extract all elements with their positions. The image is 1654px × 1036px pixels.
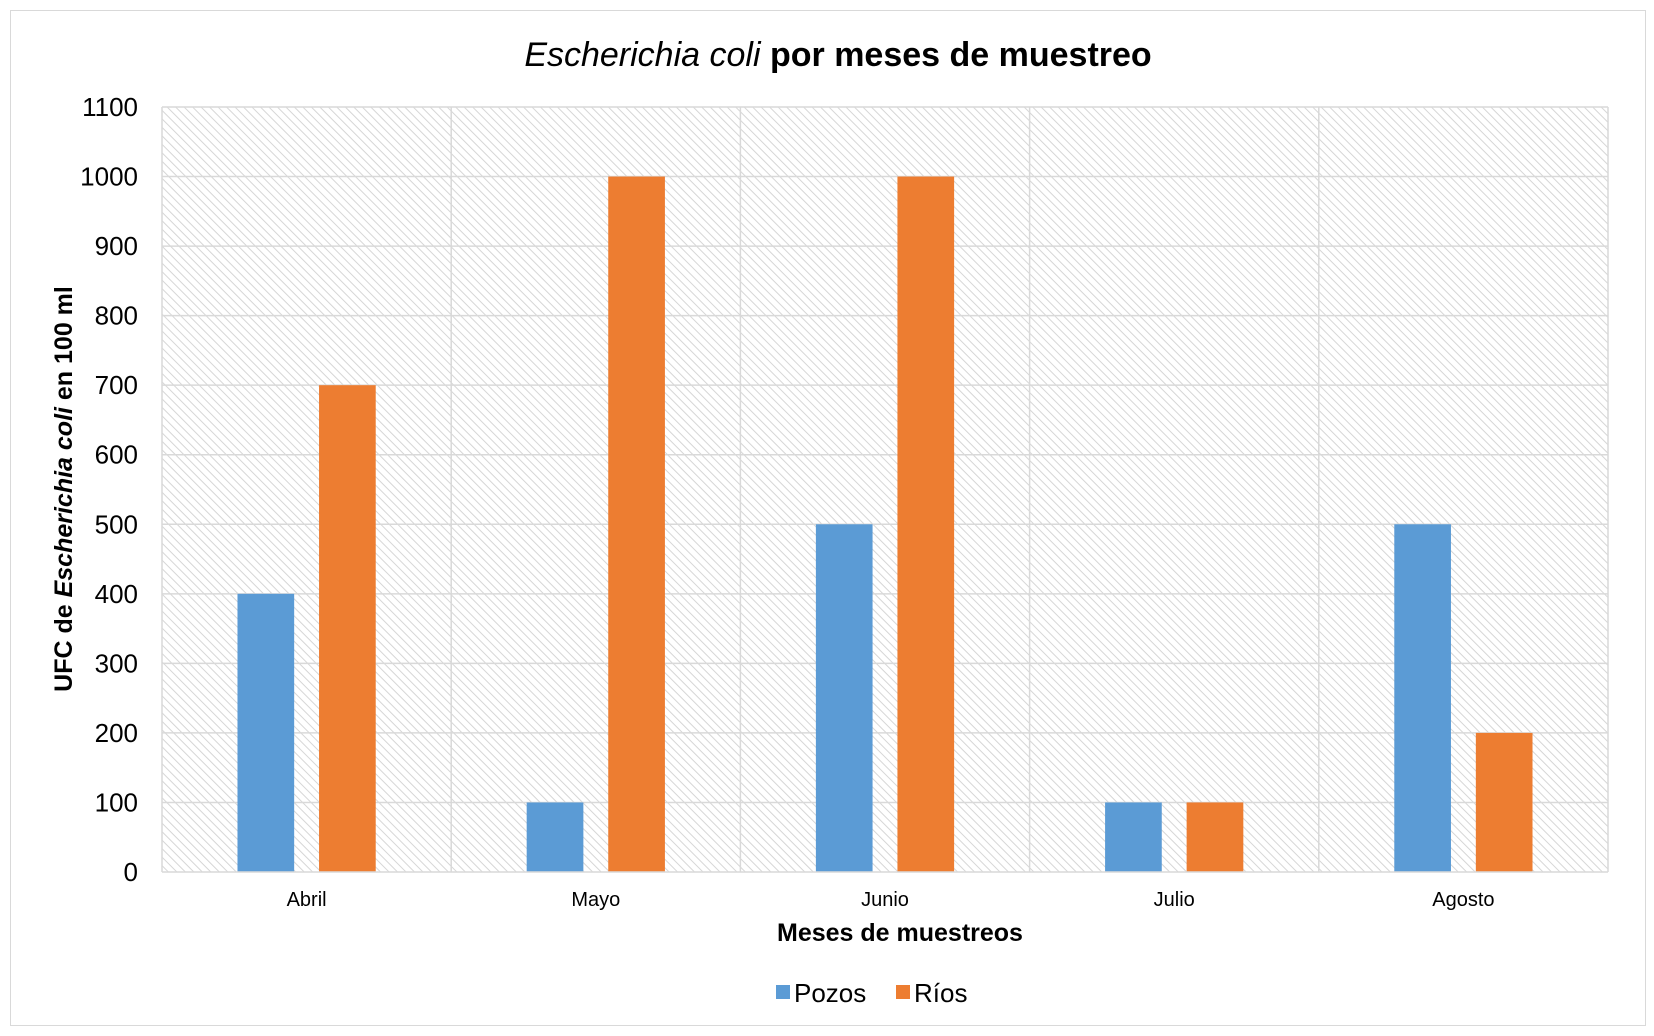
y-tick-label: 800 xyxy=(95,301,138,331)
bars xyxy=(237,176,1533,872)
bar-rios-julio xyxy=(1186,802,1244,872)
legend: Pozos Ríos xyxy=(776,978,967,1008)
legend-swatch xyxy=(776,985,790,999)
chart-title: Escherichia coli por meses de muestreo xyxy=(524,36,1151,74)
y-axis-title-prefix: UFC de xyxy=(50,597,78,691)
bar-rios-agosto xyxy=(1475,732,1533,872)
y-tick-label: 0 xyxy=(124,857,138,887)
y-tick-label: 700 xyxy=(95,370,138,400)
y-axis-title: UFC de Escherichia coli en 100 ml xyxy=(50,286,78,692)
y-tick-label: 600 xyxy=(95,440,138,470)
bar-pozos-junio xyxy=(815,524,873,872)
bar-rios-mayo xyxy=(608,176,665,872)
x-tick-label: Julio xyxy=(1154,889,1195,911)
x-tick-label: Junio xyxy=(861,889,909,911)
y-tick-label: 300 xyxy=(95,648,138,678)
y-axis-title-suffix: en 100 ml xyxy=(50,286,78,407)
y-tick-label: 1100 xyxy=(82,92,138,122)
y-tick-label: 100 xyxy=(95,787,138,817)
bar-pozos-agosto xyxy=(1394,524,1451,872)
x-axis-ticks: Abril Mayo Junio Julio Agosto xyxy=(287,889,1495,911)
bar-pozos-julio xyxy=(1105,802,1162,872)
legend-swatch xyxy=(896,985,910,999)
legend-label: Pozos xyxy=(794,978,866,1008)
x-tick-label: Abril xyxy=(287,889,327,911)
y-tick-label: 1000 xyxy=(80,162,138,192)
bar-rios-abril xyxy=(319,385,376,872)
y-tick-label: 200 xyxy=(95,718,138,748)
legend-label: Ríos xyxy=(914,978,967,1008)
bar-pozos-mayo xyxy=(526,802,584,872)
y-tick-label: 500 xyxy=(95,509,138,539)
plot-area xyxy=(162,107,1608,872)
chart-title-bold: por meses de muestreo xyxy=(761,36,1152,74)
x-tick-label: Mayo xyxy=(571,889,620,911)
x-tick-label: Agosto xyxy=(1432,889,1494,911)
grid-lines xyxy=(161,106,1609,872)
y-axis-title-italic: Escherichia coli xyxy=(50,406,78,597)
x-axis-title: Meses de muestreos xyxy=(777,919,1023,947)
chart-title-italic: Escherichia coli xyxy=(524,36,762,74)
bar-rios-junio xyxy=(897,176,955,872)
y-tick-label: 400 xyxy=(95,579,138,609)
bar-pozos-abril xyxy=(237,593,295,872)
y-tick-label: 900 xyxy=(95,231,138,261)
y-axis-ticks: 0 100 200 300 400 500 600 700 800 900 1000 1100 xyxy=(80,92,138,887)
